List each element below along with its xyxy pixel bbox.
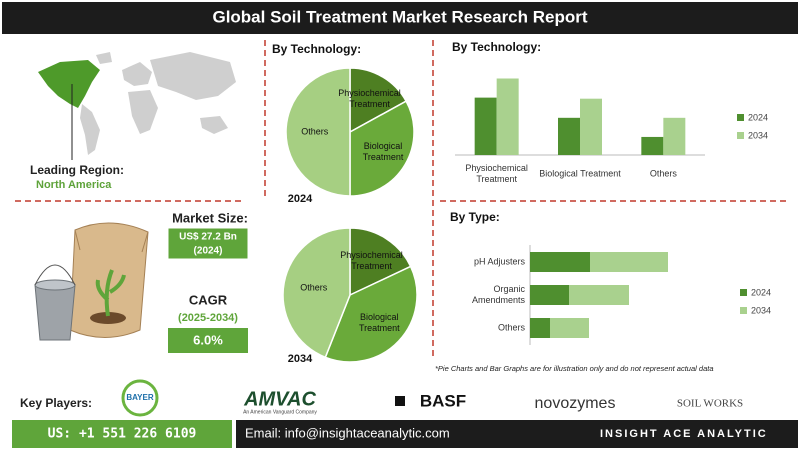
pie-caption: 2024 xyxy=(288,193,313,205)
pie-caption: 2034 xyxy=(288,353,313,365)
separators xyxy=(15,40,790,360)
bar-segment xyxy=(530,318,550,338)
bar-segment xyxy=(550,318,589,338)
region-value: North America xyxy=(36,179,112,191)
footnote: *Pie Charts and Bar Graphs are for illus… xyxy=(435,364,714,373)
market-size-label: Market Size: xyxy=(172,210,248,225)
phone-box xyxy=(12,420,232,448)
bar xyxy=(474,97,497,155)
cagr-label: CAGR xyxy=(189,292,228,307)
market-size-box xyxy=(167,227,249,260)
bar-segment xyxy=(590,252,668,272)
legend-label: 2024 xyxy=(748,112,768,122)
header-bar xyxy=(2,2,798,34)
sack-illustration xyxy=(34,222,149,341)
title: Global Soil Treatment Market Research Re… xyxy=(212,7,587,26)
chart-title: By Technology: xyxy=(272,42,361,56)
phone: US: +1 551 226 6109 xyxy=(48,427,197,442)
pie-slice xyxy=(285,67,351,197)
slice-label: Biological Treatment xyxy=(362,140,404,162)
soilworks-logo: SOIL WORKS xyxy=(677,398,743,410)
amvac-tagline: An American Vanguard Company xyxy=(243,409,317,415)
basf-logo: BASF xyxy=(420,391,466,410)
chart-title: By Type: xyxy=(450,210,500,224)
bar xyxy=(580,98,602,155)
pie-slice xyxy=(349,67,408,134)
bar xyxy=(496,78,519,155)
basf-mark xyxy=(395,396,405,406)
pie-slice xyxy=(324,265,418,363)
bar xyxy=(663,117,686,155)
cagr-period: (2025-2034) xyxy=(178,312,238,324)
x-tick-label: Physiochemical Treatment xyxy=(465,163,528,184)
y-tick-label: pH Adjusters xyxy=(473,256,525,267)
slice-label: Physiochemical Treatment xyxy=(340,250,403,272)
x-tick-label: Others xyxy=(649,168,677,179)
bayer-ring xyxy=(121,379,159,417)
bayer-logo: BAYER xyxy=(126,393,153,402)
pie-slice xyxy=(282,227,351,359)
key-players-label: Key Players: xyxy=(20,396,92,410)
pie-slice xyxy=(349,227,412,297)
market-size-year: (2024) xyxy=(194,246,223,257)
legend-swatch xyxy=(740,307,747,314)
slice-label: Biological Treatment xyxy=(358,311,400,333)
pie-slice xyxy=(349,100,415,197)
email: Email: info@insightaceanalytic.com xyxy=(245,425,450,440)
bar-segment xyxy=(530,285,569,305)
slice-label: Physiochemical Treatment xyxy=(338,87,401,109)
cagr-box xyxy=(168,328,248,353)
region-label: Leading Region: xyxy=(30,163,124,177)
legend-label: 2034 xyxy=(751,305,771,315)
footer-bar xyxy=(236,420,798,448)
y-tick-label: Organic Amendments xyxy=(471,284,525,305)
bar-segment xyxy=(530,252,590,272)
legend-swatch xyxy=(737,132,744,139)
brand: INSIGHT ACE ANALYTIC xyxy=(600,428,768,440)
legend-swatch xyxy=(737,114,744,121)
world-map xyxy=(38,52,236,155)
chart-title: By Technology: xyxy=(452,40,541,54)
legend-label: 2024 xyxy=(751,287,771,297)
amvac-logo: AMVAC xyxy=(243,388,316,410)
cagr-value: 6.0% xyxy=(193,332,223,347)
bar xyxy=(558,117,580,155)
legend-swatch xyxy=(740,289,747,296)
legend-label: 2034 xyxy=(748,130,768,140)
bar xyxy=(641,136,664,155)
market-size-value: US$ 27.2 Bn xyxy=(179,232,237,243)
y-tick-label: Others xyxy=(497,322,525,333)
bar-segment xyxy=(569,285,629,305)
novozymes-logo: novozymes xyxy=(535,395,616,412)
slice-label: Others xyxy=(300,282,328,293)
x-tick-label: Biological Treatment xyxy=(539,168,621,179)
slice-label: Others xyxy=(301,126,329,137)
